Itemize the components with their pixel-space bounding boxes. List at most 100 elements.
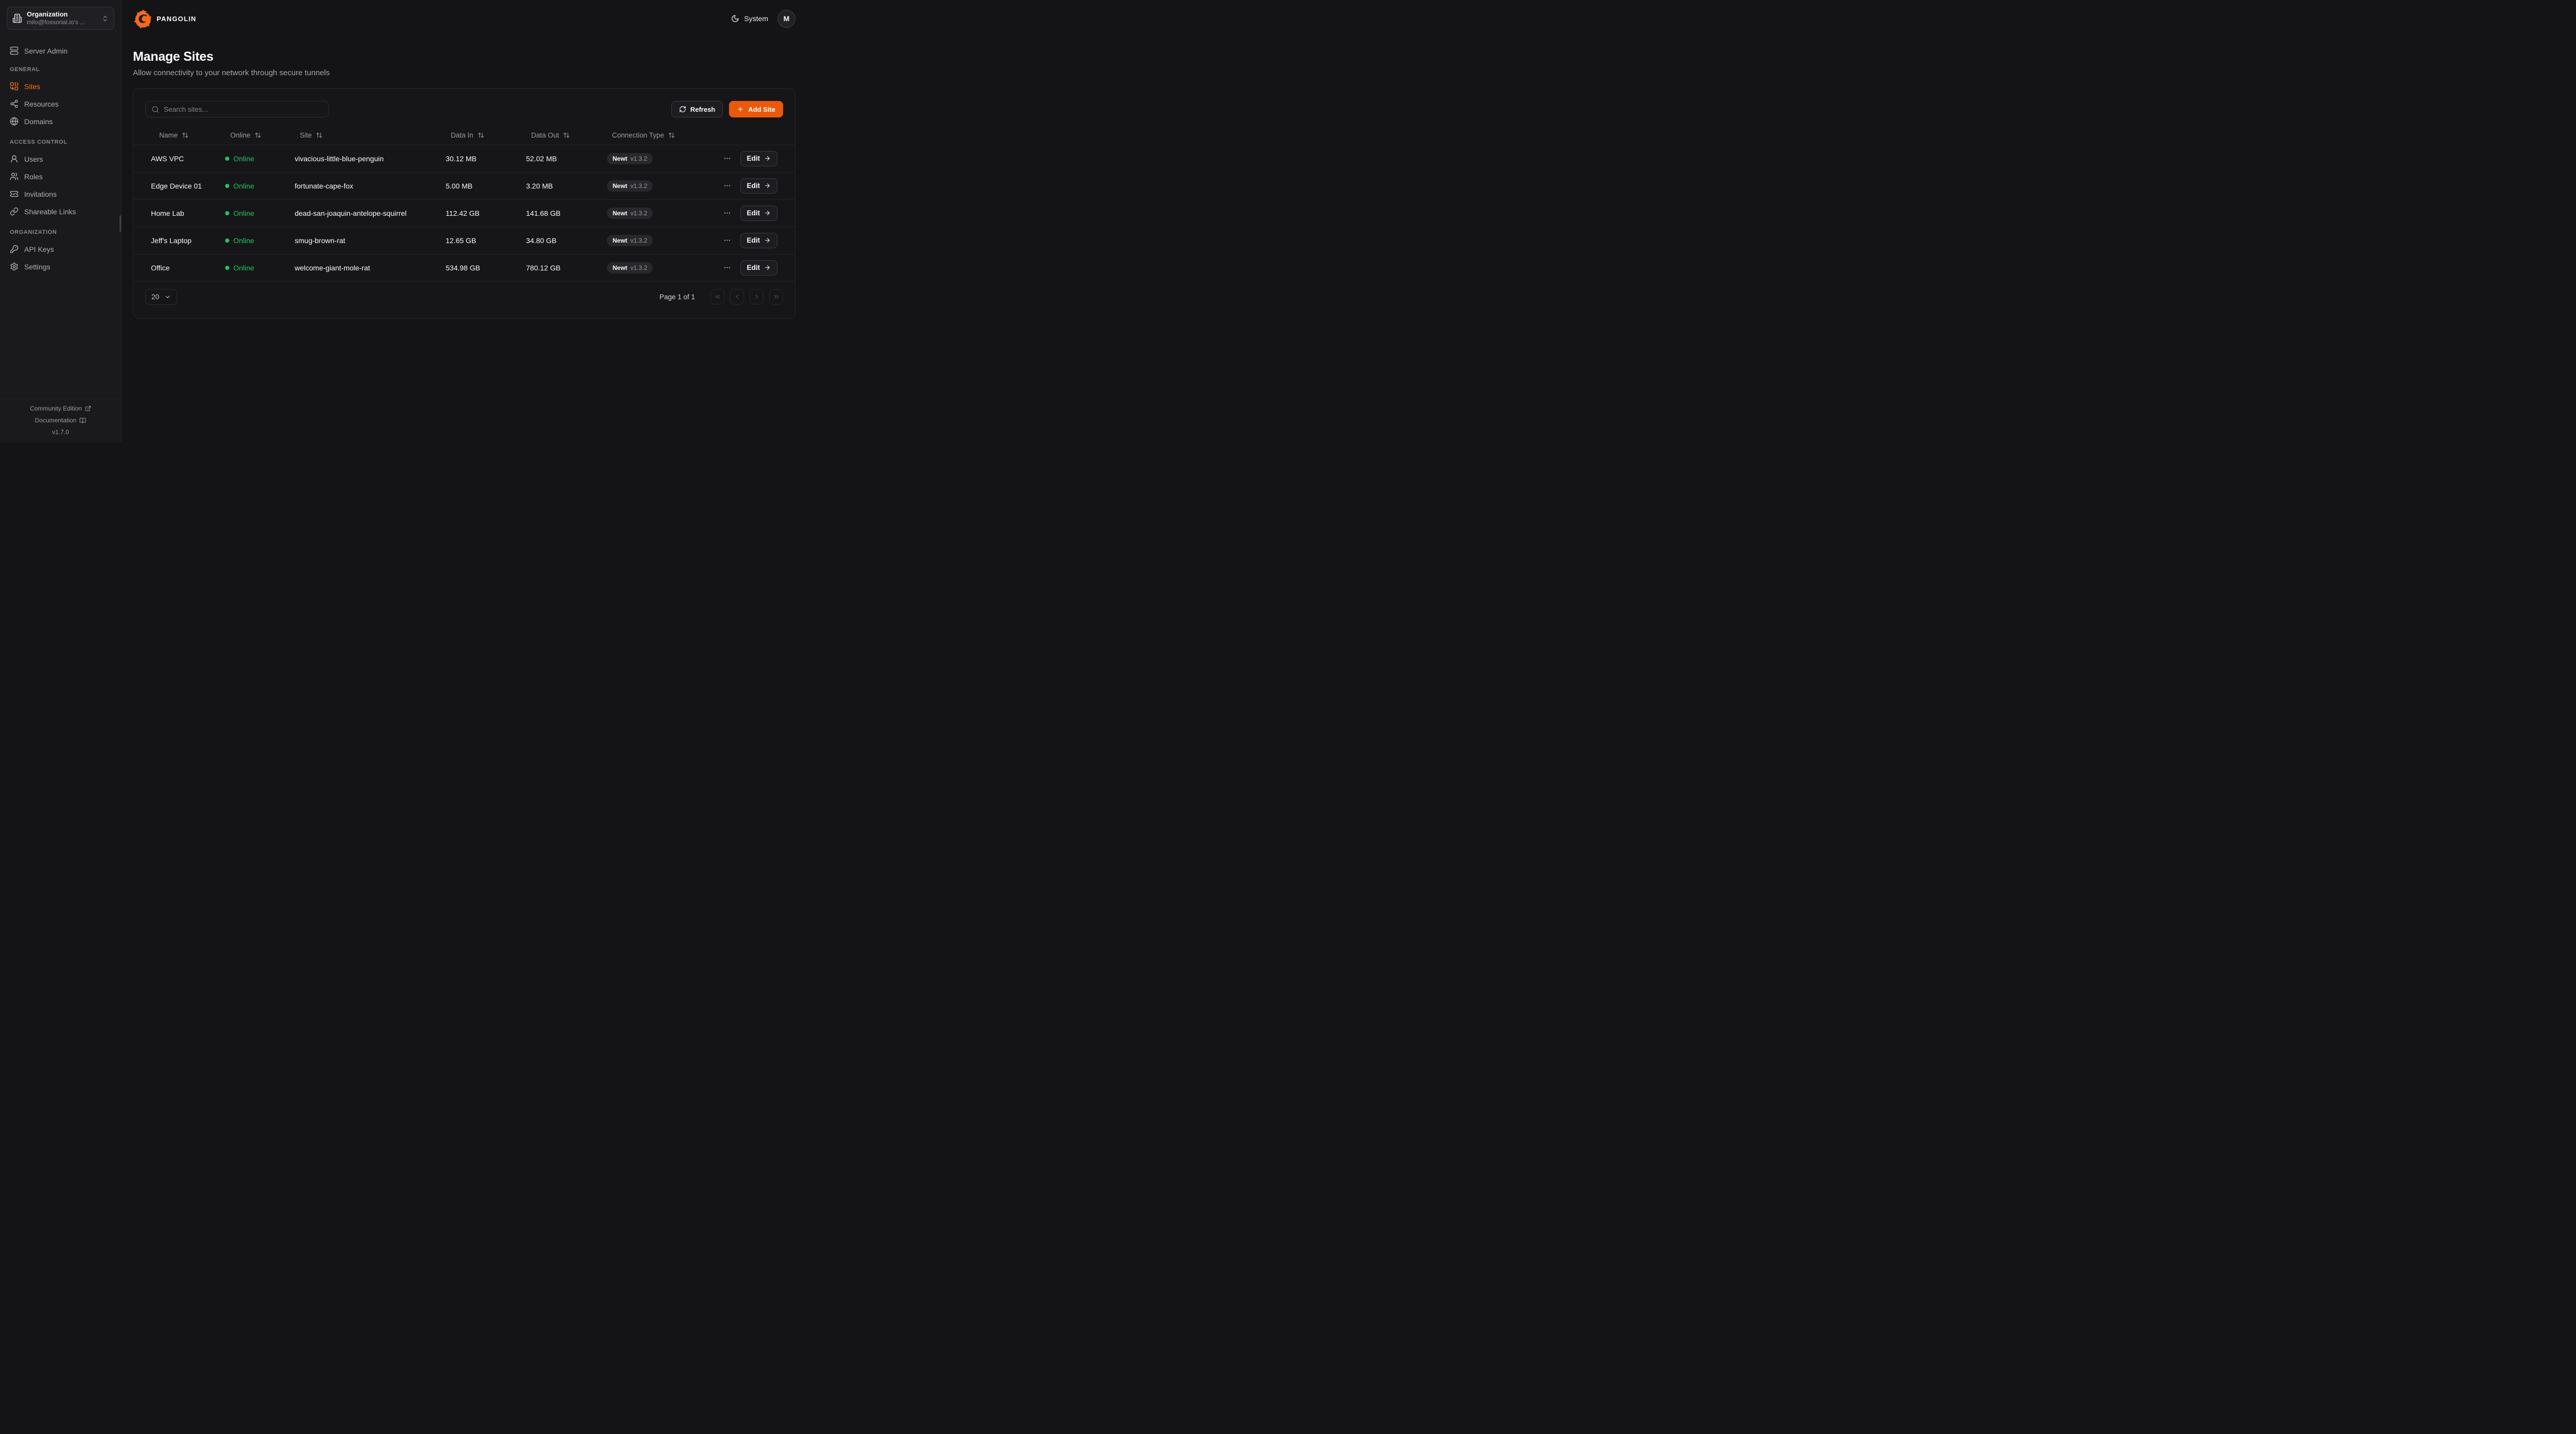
plus-icon [737, 106, 744, 113]
card-toolbar: Refresh Add Site [133, 89, 795, 126]
page-size-select[interactable]: 20 [145, 288, 178, 305]
connection-type-badge: Newt v1.3.2 [607, 234, 653, 246]
brand: PANGOLIN [133, 9, 196, 28]
edit-button[interactable]: Edit [740, 260, 777, 276]
moon-icon [731, 14, 739, 23]
page-size-value: 20 [151, 293, 160, 301]
sidebar-item-label: Sites [24, 82, 41, 91]
table-row: Office Online welcome-giant-mole-rat 534… [133, 254, 795, 282]
chevron-left-icon [736, 294, 738, 299]
online-dot-icon [225, 238, 229, 243]
column-header-data-out[interactable]: Data Out [531, 131, 570, 139]
online-dot-icon [225, 184, 229, 188]
sidebar-item-api-keys[interactable]: API Keys [7, 241, 114, 258]
sidebar-scrollbar-thumb[interactable] [120, 215, 121, 232]
row-menu-button[interactable] [723, 236, 731, 244]
resources-share-icon [10, 99, 19, 108]
sidebar-item-resources[interactable]: Resources [7, 95, 114, 112]
chevrons-left-icon [715, 295, 720, 299]
column-header-online[interactable]: Online [230, 131, 261, 139]
topbar-right: System M [731, 9, 795, 28]
previous-page-button[interactable] [730, 289, 744, 304]
sidebar-item-label: Resources [24, 99, 59, 108]
sidebar-nav: Server Admin GENERAL Sites Resources Do [0, 35, 121, 399]
site-slug-cell: smug-brown-rat [286, 227, 437, 254]
external-link-icon [85, 405, 91, 412]
site-name-cell: Jeff's Laptop [133, 227, 217, 254]
sidebar-item-settings[interactable]: Settings [7, 258, 114, 275]
column-header-connection-type[interactable]: Connection Type [612, 131, 675, 139]
next-page-button[interactable] [750, 289, 764, 304]
sidebar-item-sites[interactable]: Sites [7, 78, 114, 95]
sidebar-item-users[interactable]: Users [7, 150, 114, 167]
row-menu-button[interactable] [723, 209, 731, 217]
sort-icon [668, 132, 675, 139]
refresh-icon [679, 106, 686, 113]
column-header-name[interactable]: Name [159, 131, 189, 139]
refresh-button[interactable]: Refresh [671, 101, 723, 117]
theme-toggle-button[interactable]: System [731, 14, 768, 23]
documentation-link[interactable]: Documentation [35, 417, 87, 424]
sidebar-item-label: Users [24, 155, 43, 163]
online-dot-icon [225, 157, 229, 161]
org-selector[interactable]: Organization milo@fossorial.io's ... [7, 7, 114, 30]
refresh-label: Refresh [690, 105, 716, 113]
chevron-down-icon [164, 294, 171, 300]
key-icon [10, 245, 19, 253]
search-input[interactable] [164, 105, 323, 113]
status-badge: Online [225, 264, 254, 272]
edit-button[interactable]: Edit [740, 205, 777, 221]
first-page-button[interactable] [710, 289, 724, 304]
sidebar-section-general: GENERAL [10, 66, 40, 73]
chevrons-right-icon [774, 295, 778, 299]
column-header-site[interactable]: Site [300, 131, 323, 139]
sites-card: Refresh Add Site N [133, 88, 795, 319]
page-title: Manage Sites [133, 49, 214, 64]
sidebar-item-roles[interactable]: Roles [7, 168, 114, 185]
sort-icon [316, 132, 323, 139]
gear-icon [10, 262, 19, 271]
row-menu-button[interactable] [723, 264, 731, 271]
data-in-cell: 112.42 GB [437, 199, 518, 227]
sort-icon [182, 132, 189, 139]
edit-button[interactable]: Edit [740, 178, 777, 194]
row-menu-button[interactable] [723, 182, 731, 190]
edit-button[interactable]: Edit [740, 232, 777, 248]
sidebar-item-shareable-links[interactable]: Shareable Links [7, 203, 114, 220]
arrow-right-icon [764, 182, 771, 189]
users-icon [10, 172, 19, 181]
row-menu-button[interactable] [723, 155, 731, 162]
sidebar-item-label: Shareable Links [24, 207, 76, 216]
server-icon [10, 46, 19, 55]
add-site-button[interactable]: Add Site [729, 101, 783, 117]
theme-label: System [744, 14, 768, 23]
data-out-cell: 52.02 MB [518, 145, 599, 173]
community-edition-label: Community Edition [30, 405, 82, 412]
brand-name: PANGOLIN [157, 14, 197, 23]
arrow-right-icon [764, 237, 771, 244]
sidebar-item-invitations[interactable]: Invitations [7, 185, 114, 202]
online-dot-icon [225, 211, 229, 215]
org-selector-subtitle: milo@fossorial.io's ... [27, 19, 86, 26]
pager-buttons [710, 289, 783, 304]
org-selector-text: Organization milo@fossorial.io's ... [27, 10, 97, 26]
status-badge: Online [225, 236, 254, 245]
column-header-data-in[interactable]: Data In [451, 131, 484, 139]
building-icon [12, 13, 22, 23]
data-in-cell: 534.98 GB [437, 254, 518, 282]
documentation-label: Documentation [35, 417, 77, 424]
site-name-cell: AWS VPC [133, 145, 217, 173]
last-page-button[interactable] [769, 289, 783, 304]
community-edition-link[interactable]: Community Edition [30, 405, 91, 412]
connection-type-badge: Newt v1.3.2 [607, 262, 653, 274]
sidebar-item-domains[interactable]: Domains [7, 113, 114, 130]
sidebar-item-label: Roles [24, 172, 43, 181]
edit-button[interactable]: Edit [740, 150, 777, 166]
site-slug-cell: welcome-giant-mole-rat [286, 254, 437, 282]
sidebar-item-server-admin[interactable]: Server Admin [7, 42, 114, 59]
sidebar-item-label: Server Admin [24, 46, 68, 55]
chevrons-up-down-icon [101, 15, 109, 22]
avatar[interactable]: M [777, 9, 795, 28]
connection-type-badge: Newt v1.3.2 [607, 180, 653, 192]
search-icon [151, 106, 159, 113]
